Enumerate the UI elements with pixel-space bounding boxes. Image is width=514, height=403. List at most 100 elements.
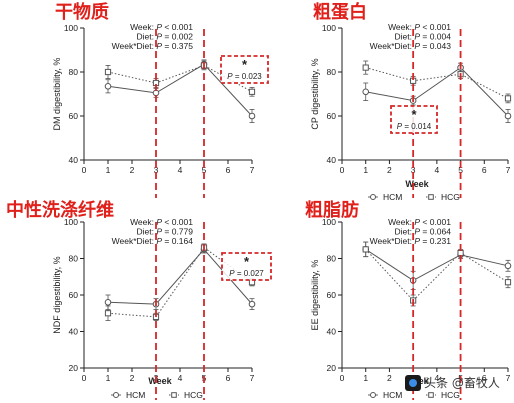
data-point (504, 112, 512, 120)
y-tick-label: 40 (69, 327, 79, 337)
y-tick-label: 100 (64, 217, 78, 227)
x-tick-label: 6 (226, 165, 231, 175)
series-line (365, 67, 509, 99)
stat-line: Week: P < 0.001 (130, 217, 193, 227)
x-tick-label: 0 (82, 165, 87, 175)
x-tick-label: 5 (458, 165, 463, 175)
x-tick-label: 7 (506, 165, 511, 175)
y-tick-label: 100 (64, 23, 78, 33)
stat-line: Diet: P = 0.779 (137, 227, 194, 237)
y-tick-label: 80 (327, 254, 337, 264)
y-axis-title: CP digestibility, % (310, 58, 320, 129)
data-point (504, 262, 512, 270)
data-point (248, 88, 256, 95)
annotation-star: * (411, 107, 417, 122)
x-tick-label: 0 (340, 373, 345, 383)
significance-annotation: *P = 0.027 (221, 252, 272, 281)
legend-label: HCG (441, 390, 460, 400)
chart-panel-1: 40 60 80 100 0 1 2 3 4 5 6 7 DM digestibility, % Week… (52, 22, 269, 198)
annotation-pvalue: P = 0.027 (229, 269, 264, 278)
x-tick-label: 5 (202, 165, 207, 175)
x-tick-label: 1 (363, 165, 368, 175)
x-tick-label: 2 (130, 373, 135, 383)
legend: HCM HCG (368, 192, 460, 202)
chart-panel-3: 2040608010001234567NDF digestibility, %W… (52, 217, 272, 400)
y-tick-label: 20 (69, 363, 79, 373)
legend-label: HCM (126, 390, 145, 400)
x-axis-title: Week (405, 179, 429, 189)
series-hcg (362, 241, 512, 307)
data-point (457, 249, 464, 257)
x-tick-label: 7 (250, 165, 255, 175)
y-tick-label: 40 (69, 155, 79, 165)
data-point (504, 95, 512, 102)
data-point (504, 279, 512, 286)
stat-line: Week*Diet: P = 0.043 (370, 41, 452, 51)
stat-line: Week: P < 0.001 (388, 22, 451, 32)
panel-title-ndf: 中性洗涤纤维 (6, 200, 114, 221)
x-tick-label: 6 (482, 373, 487, 383)
legend-swatch-marker (370, 194, 376, 200)
legend-label: HCG (441, 192, 460, 202)
series-line (365, 248, 509, 281)
y-tick-label: 80 (69, 67, 79, 77)
stat-line: Week*Diet: P = 0.375 (112, 41, 194, 51)
data-point (362, 64, 369, 71)
legend-label: HCM (383, 390, 402, 400)
annotation-pvalue: P = 0.014 (397, 122, 432, 131)
data-point (104, 68, 112, 76)
legend-swatch-marker (113, 392, 119, 398)
series-hcm (362, 241, 512, 290)
x-axis-title: Week (148, 376, 172, 386)
series-line (107, 63, 253, 117)
x-tick-label: 2 (387, 165, 392, 175)
x-tick-label: 6 (226, 373, 231, 383)
stat-line: Diet: P = 0.004 (395, 32, 452, 42)
stat-line: Week*Diet: P = 0.231 (370, 236, 452, 246)
annotation-star: * (242, 57, 248, 72)
stat-line: Week: P < 0.001 (130, 22, 193, 32)
y-axis-title: NDF digestibility, % (52, 256, 62, 333)
x-tick-label: 0 (340, 165, 345, 175)
legend-swatch-marker (428, 194, 434, 200)
panel-title-cp: 粗蛋白 (313, 2, 367, 23)
y-tick-label: 20 (327, 363, 337, 373)
y-tick-label: 80 (327, 67, 337, 77)
series-hcm (362, 62, 512, 123)
data-point (248, 300, 256, 308)
x-tick-label: 3 (411, 165, 416, 175)
data-point (362, 88, 370, 96)
y-axis-title: DM digestibility, % (52, 58, 62, 131)
x-tick-label: 2 (387, 373, 392, 383)
x-tick-label: 4 (434, 373, 439, 383)
watermark: 头条 @畜牧人 (405, 374, 500, 392)
data-point (104, 83, 112, 90)
series-line (107, 64, 253, 93)
stat-line: Week: P < 0.001 (388, 217, 451, 227)
data-point (104, 310, 112, 317)
annotation-box (220, 55, 269, 84)
y-tick-label: 60 (69, 290, 79, 300)
significance-annotation: *P = 0.014 (390, 105, 438, 134)
panel-title-dm: 干物质 (55, 2, 109, 23)
watermark-text: 头条 @畜牧人 (424, 376, 500, 390)
annotation-star: * (244, 254, 250, 269)
x-tick-label: 2 (130, 165, 135, 175)
y-tick-label: 40 (327, 327, 337, 337)
data-point (248, 112, 256, 120)
stat-line: Diet: P = 0.002 (137, 32, 194, 42)
significance-annotation: *P = 0.023 (220, 55, 269, 84)
x-tick-label: 6 (482, 165, 487, 175)
legend-swatch-marker (171, 392, 177, 398)
x-tick-label: 1 (106, 165, 111, 175)
y-tick-label: 60 (327, 111, 337, 121)
x-tick-label: 7 (506, 373, 511, 383)
annotation-box (221, 252, 272, 281)
x-tick-label: 0 (82, 373, 87, 383)
legend-label: HCG (184, 390, 203, 400)
legend-swatch-marker (370, 392, 376, 398)
legend-label: HCM (383, 192, 402, 202)
annotation-box (390, 105, 438, 134)
x-tick-label: 4 (178, 165, 183, 175)
